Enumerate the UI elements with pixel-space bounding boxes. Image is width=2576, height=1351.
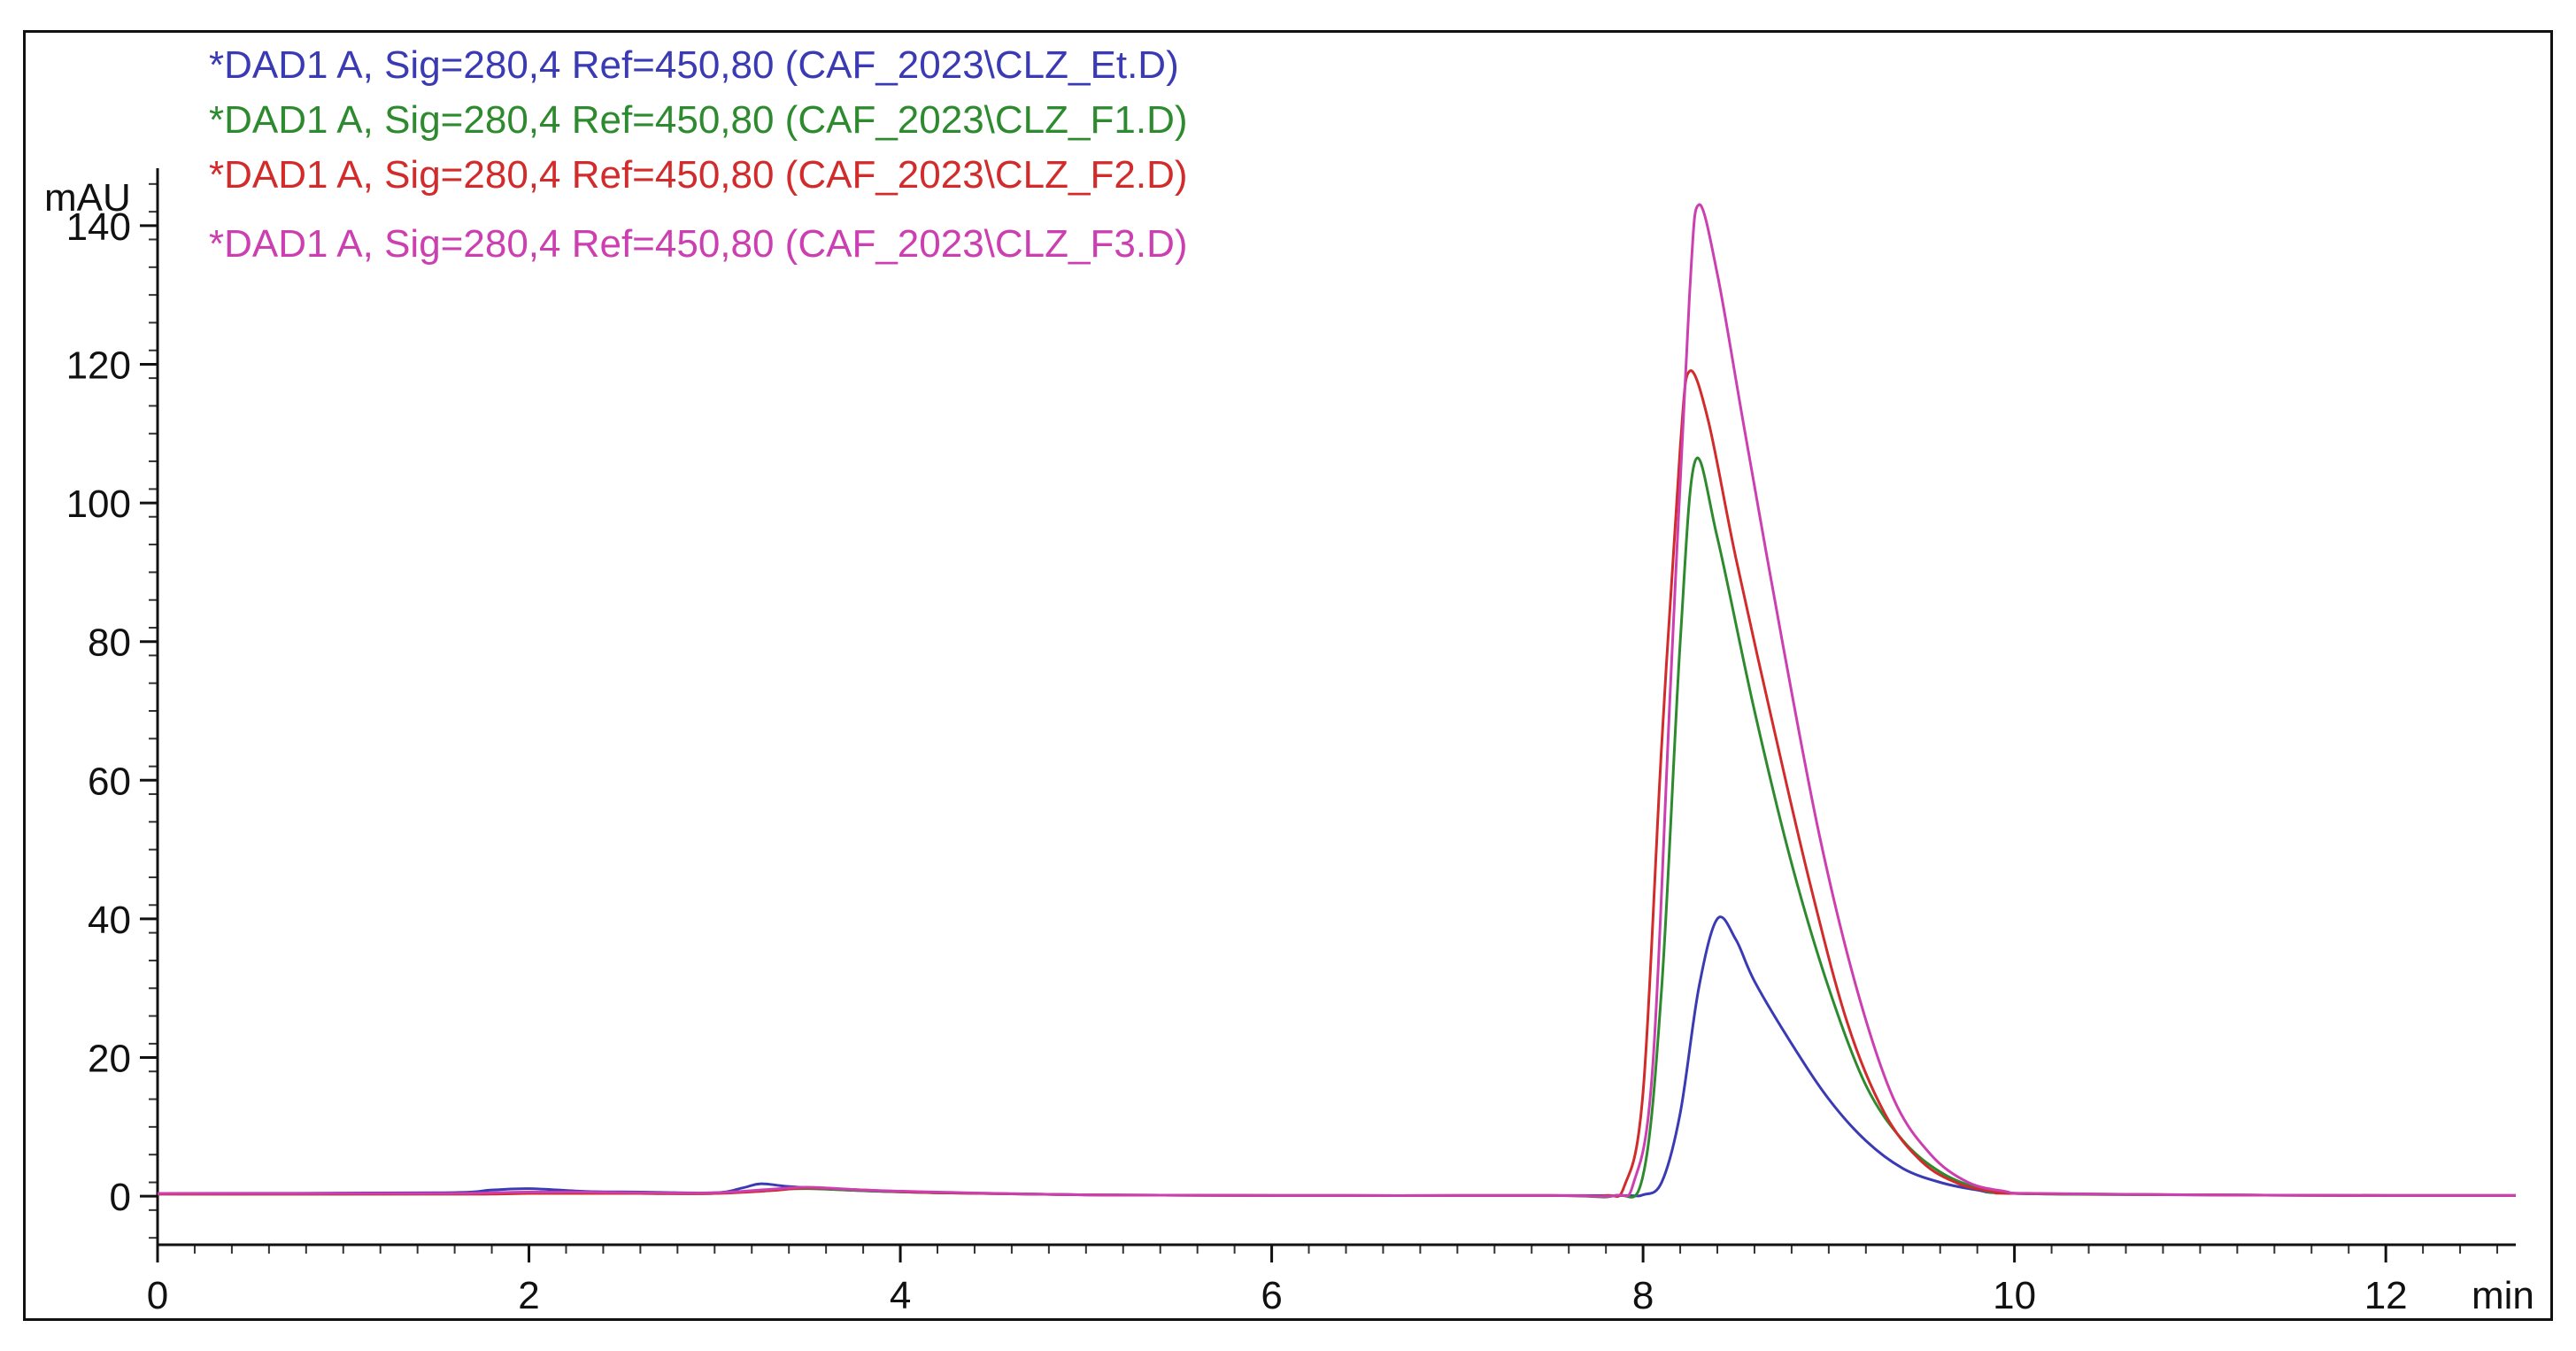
x-axis-label: min [2472, 1274, 2534, 1317]
y-tick-label: 60 [88, 760, 131, 803]
x-tick-label: 2 [518, 1274, 539, 1317]
x-tick-label: 0 [147, 1274, 168, 1317]
y-tick-label: 80 [88, 621, 131, 665]
y-tick-label: 140 [66, 205, 131, 249]
series-lines [157, 203, 2517, 1199]
x-tick-label: 10 [1993, 1274, 2036, 1317]
legend-entry-4: *DAD1 A, Sig=280,4 Ref=450,80 (CAF_2023\… [209, 222, 1188, 266]
y-tick-label: 40 [88, 899, 131, 942]
x-ticks: 0 2 4 6 8 10 12 [147, 1245, 2408, 1317]
series-line-4 [157, 203, 2517, 1199]
y-tick-label: 100 [66, 482, 131, 526]
minor-ticks [149, 182, 2499, 1254]
y-tick-label: 120 [66, 344, 131, 387]
y-tick-label: 0 [110, 1176, 131, 1219]
chart-frame [23, 30, 2553, 1321]
series-line-2 [157, 456, 2517, 1199]
y-ticks: 0 20 40 60 80 100 120 140 [66, 205, 158, 1219]
legend: *DAD1 A, Sig=280,4 Ref=450,80 (CAF_2023\… [209, 43, 1188, 266]
x-tick-label: 6 [1261, 1274, 1282, 1317]
y-axis-label: mAU [44, 176, 131, 220]
legend-entry-2: *DAD1 A, Sig=280,4 Ref=450,80 (CAF_2023\… [209, 98, 1188, 142]
series-line-3 [158, 369, 2517, 1199]
axes [156, 168, 2516, 1247]
y-tick-label: 20 [88, 1038, 131, 1081]
legend-entry-1: *DAD1 A, Sig=280,4 Ref=450,80 (CAF_2023\… [209, 43, 1179, 87]
x-tick-label: 8 [1632, 1274, 1654, 1317]
series-line-1 [157, 915, 2517, 1198]
x-tick-label: 4 [890, 1274, 911, 1317]
legend-entry-3: *DAD1 A, Sig=280,4 Ref=450,80 (CAF_2023\… [209, 153, 1188, 197]
x-tick-label: 12 [2364, 1274, 2408, 1317]
